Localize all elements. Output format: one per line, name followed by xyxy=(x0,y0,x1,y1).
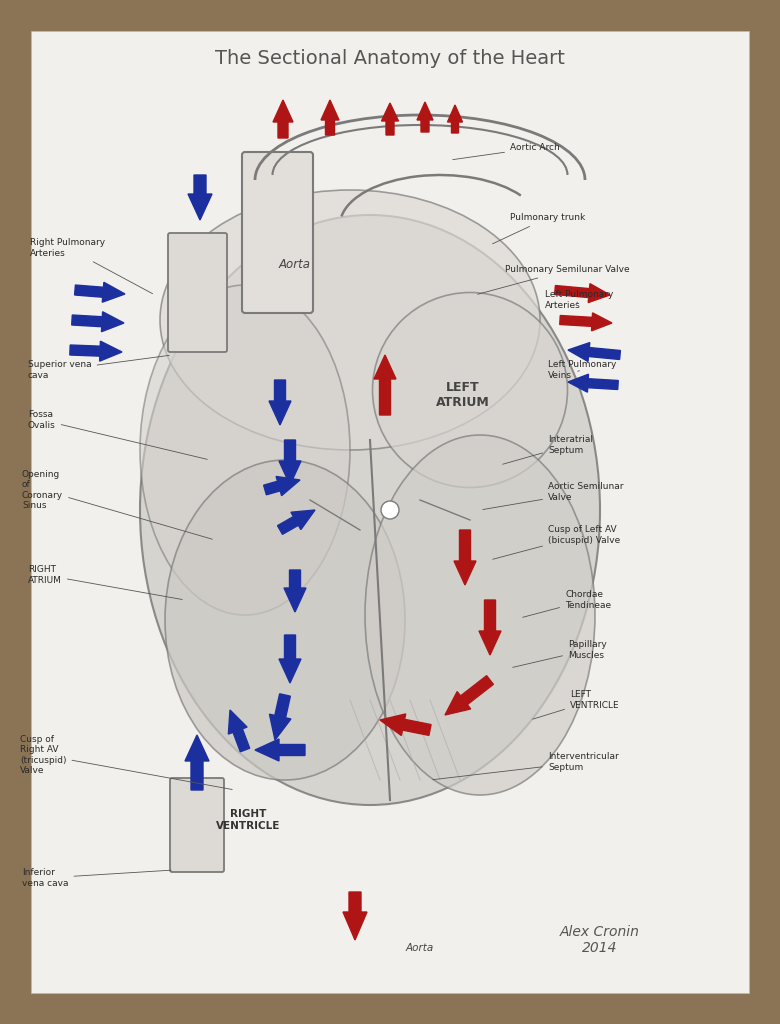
Text: Cusp of
Right AV
(tricuspid)
Valve: Cusp of Right AV (tricuspid) Valve xyxy=(20,735,232,790)
FancyArrow shape xyxy=(568,343,620,361)
FancyArrow shape xyxy=(284,570,306,612)
Text: Left Pulmonary
Arteries: Left Pulmonary Arteries xyxy=(545,290,613,309)
Text: Pulmonary trunk: Pulmonary trunk xyxy=(492,213,585,244)
Ellipse shape xyxy=(140,285,350,615)
Text: Left Pulmonary
Veins: Left Pulmonary Veins xyxy=(548,360,616,380)
FancyBboxPatch shape xyxy=(170,778,224,872)
Text: Cusp of Left AV
(bicuspid) Valve: Cusp of Left AV (bicuspid) Valve xyxy=(493,525,620,559)
Text: Right Pulmonary
Arteries: Right Pulmonary Arteries xyxy=(30,239,153,294)
FancyArrow shape xyxy=(321,100,339,135)
Text: Opening
of
Coronary
Sinus: Opening of Coronary Sinus xyxy=(22,470,212,540)
Text: Superior vena
cava: Superior vena cava xyxy=(28,355,169,380)
Text: LEFT
VENTRICLE: LEFT VENTRICLE xyxy=(533,690,619,719)
FancyArrow shape xyxy=(279,635,301,683)
Text: LEFT
ATRIUM: LEFT ATRIUM xyxy=(436,381,490,409)
FancyArrow shape xyxy=(269,694,291,740)
FancyArrow shape xyxy=(273,100,293,138)
Text: RIGHT
ATRIUM: RIGHT ATRIUM xyxy=(28,565,183,599)
FancyBboxPatch shape xyxy=(242,152,313,313)
FancyArrow shape xyxy=(185,735,209,790)
FancyBboxPatch shape xyxy=(31,31,749,993)
FancyArrow shape xyxy=(264,476,300,496)
FancyArrow shape xyxy=(279,440,301,485)
Text: Aortic Arch: Aortic Arch xyxy=(452,143,560,160)
FancyArrow shape xyxy=(380,714,431,735)
FancyBboxPatch shape xyxy=(168,233,227,352)
Text: Aorta: Aorta xyxy=(406,943,434,953)
FancyArrow shape xyxy=(417,102,433,132)
FancyArrow shape xyxy=(560,313,612,331)
FancyArrow shape xyxy=(255,739,305,761)
Text: Interatrial
Septum: Interatrial Septum xyxy=(502,435,593,464)
FancyArrow shape xyxy=(75,283,125,302)
Text: Aortic Semilunar
Valve: Aortic Semilunar Valve xyxy=(483,482,623,510)
FancyArrow shape xyxy=(568,374,619,392)
Ellipse shape xyxy=(365,435,595,795)
FancyArrow shape xyxy=(269,380,291,425)
FancyArrow shape xyxy=(454,530,476,585)
Text: Interventricular
Septum: Interventricular Septum xyxy=(433,753,619,779)
FancyArrow shape xyxy=(445,676,494,715)
FancyArrow shape xyxy=(555,284,610,302)
Ellipse shape xyxy=(165,460,405,780)
Text: Papillary
Muscles: Papillary Muscles xyxy=(512,640,607,668)
FancyArrow shape xyxy=(69,341,122,361)
Text: Chordae
Tendineae: Chordae Tendineae xyxy=(523,590,611,617)
Ellipse shape xyxy=(160,190,540,450)
Ellipse shape xyxy=(381,501,399,519)
Text: Fossa
Ovalis: Fossa Ovalis xyxy=(28,411,207,460)
FancyArrow shape xyxy=(374,355,396,415)
FancyArrow shape xyxy=(479,600,501,655)
Text: RIGHT
VENTRICLE: RIGHT VENTRICLE xyxy=(216,809,280,830)
FancyArrow shape xyxy=(229,710,250,752)
Text: Alex Cronin
2014: Alex Cronin 2014 xyxy=(560,925,640,955)
FancyArrow shape xyxy=(381,103,399,135)
FancyArrow shape xyxy=(188,175,212,220)
Text: The Sectional Anatomy of the Heart: The Sectional Anatomy of the Heart xyxy=(215,48,565,68)
FancyArrow shape xyxy=(72,311,124,332)
Ellipse shape xyxy=(373,293,568,487)
Text: Pulmonary Semilunar Valve: Pulmonary Semilunar Valve xyxy=(477,265,629,294)
FancyArrow shape xyxy=(448,105,463,133)
Text: Aorta: Aorta xyxy=(279,258,311,271)
Ellipse shape xyxy=(140,215,600,805)
Text: Inferior
vena cava: Inferior vena cava xyxy=(22,868,172,888)
FancyArrow shape xyxy=(343,892,367,940)
FancyArrow shape xyxy=(278,510,315,535)
